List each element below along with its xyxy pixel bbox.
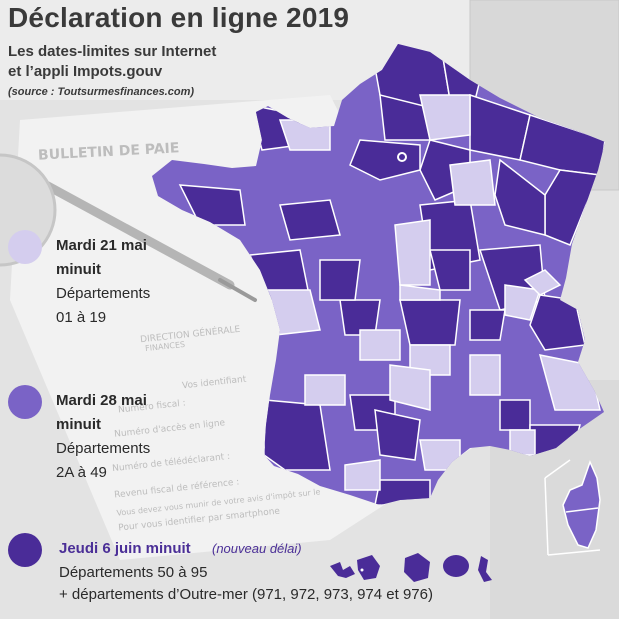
dept-15 — [409, 344, 451, 376]
dept-zone1-sw — [304, 374, 346, 406]
dept-03 — [399, 284, 441, 301]
dept-53-72 — [279, 199, 341, 241]
dept-58 — [429, 249, 471, 291]
dept-86-79 — [319, 259, 361, 301]
dept-18 — [394, 219, 431, 286]
guadeloupe-971 — [330, 562, 355, 578]
legend-zone1-range: 01 à 19 — [56, 309, 107, 326]
dept-51 — [469, 93, 531, 161]
subtitle: Les dates-limites sur Internet et l’appl… — [8, 42, 216, 82]
dept-19 — [359, 329, 401, 361]
legend-swatch-zone2 — [8, 385, 42, 419]
legend-zone1: Mardi 21 mai minuit Départements 01 à 19 — [56, 234, 150, 330]
dept-83 — [529, 424, 581, 461]
legend-zone3-note: (nouveau délai) — [212, 541, 302, 556]
dept-07 — [469, 354, 501, 396]
legend-zone3-date: Jeudi 6 juin minuit — [59, 540, 191, 557]
mainland-departments — [152, 44, 605, 505]
page-title: Déclaration en ligne 2019 — [8, 2, 350, 33]
dept-84 — [499, 399, 531, 431]
dom-972 — [357, 555, 380, 580]
legend-zone2-range: 2A à 49 — [56, 464, 107, 481]
dept-52-70 — [494, 158, 546, 236]
dept-02 — [419, 94, 471, 141]
subtitle-line1: Les dates-limites sur Internet — [8, 43, 217, 60]
dept-69 — [469, 309, 506, 341]
dept-56 — [178, 184, 246, 226]
dept-11 — [419, 439, 461, 471]
dept-64-65 — [263, 399, 331, 471]
dept-63 — [399, 299, 461, 346]
subtitle-line2: et l’appli Impots.gouv — [8, 63, 163, 80]
dept-81 — [374, 409, 421, 461]
guyane-973 — [404, 553, 430, 582]
legend-swatch-zone1 — [8, 230, 42, 264]
dept-01-east — [523, 269, 562, 296]
outre-mer — [330, 553, 492, 582]
dept-13 — [509, 429, 536, 456]
legend-zone1-time: minuit — [56, 261, 101, 278]
legend-zone1-date: Mardi 21 mai — [56, 237, 147, 254]
dept-10 — [449, 159, 496, 206]
legend-zone2-date: Mardi 28 mai — [56, 392, 147, 409]
legend-zone2-label: Départements — [56, 440, 151, 457]
legend-zone3-overseas: + départements d’Outre-mer (971, 972, 97… — [59, 586, 433, 603]
dept-17 — [264, 289, 321, 336]
legend-swatch-zone3 — [8, 533, 42, 567]
dept-09 — [344, 459, 381, 491]
legend-zone3-range: Départements 50 à 95 — [59, 564, 208, 581]
legend-zone1-label: Départements — [56, 285, 151, 302]
dept-66 — [374, 479, 431, 505]
legend-zone2: Mardi 28 mai minuit Départements 2A à 49 — [56, 389, 150, 485]
dept-01 — [504, 284, 541, 321]
corsica-inset — [544, 459, 601, 556]
corsica — [562, 459, 601, 549]
dept-67-68-88 — [544, 169, 602, 246]
mayotte-976 — [478, 556, 492, 582]
dept-12 — [389, 364, 431, 411]
dept-95-78-91 — [349, 139, 421, 181]
legend-zone2-time: minuit — [56, 416, 101, 433]
reunion-974 — [443, 555, 469, 577]
source-note: (source : Toutsurmesfinances.com) — [8, 86, 195, 98]
